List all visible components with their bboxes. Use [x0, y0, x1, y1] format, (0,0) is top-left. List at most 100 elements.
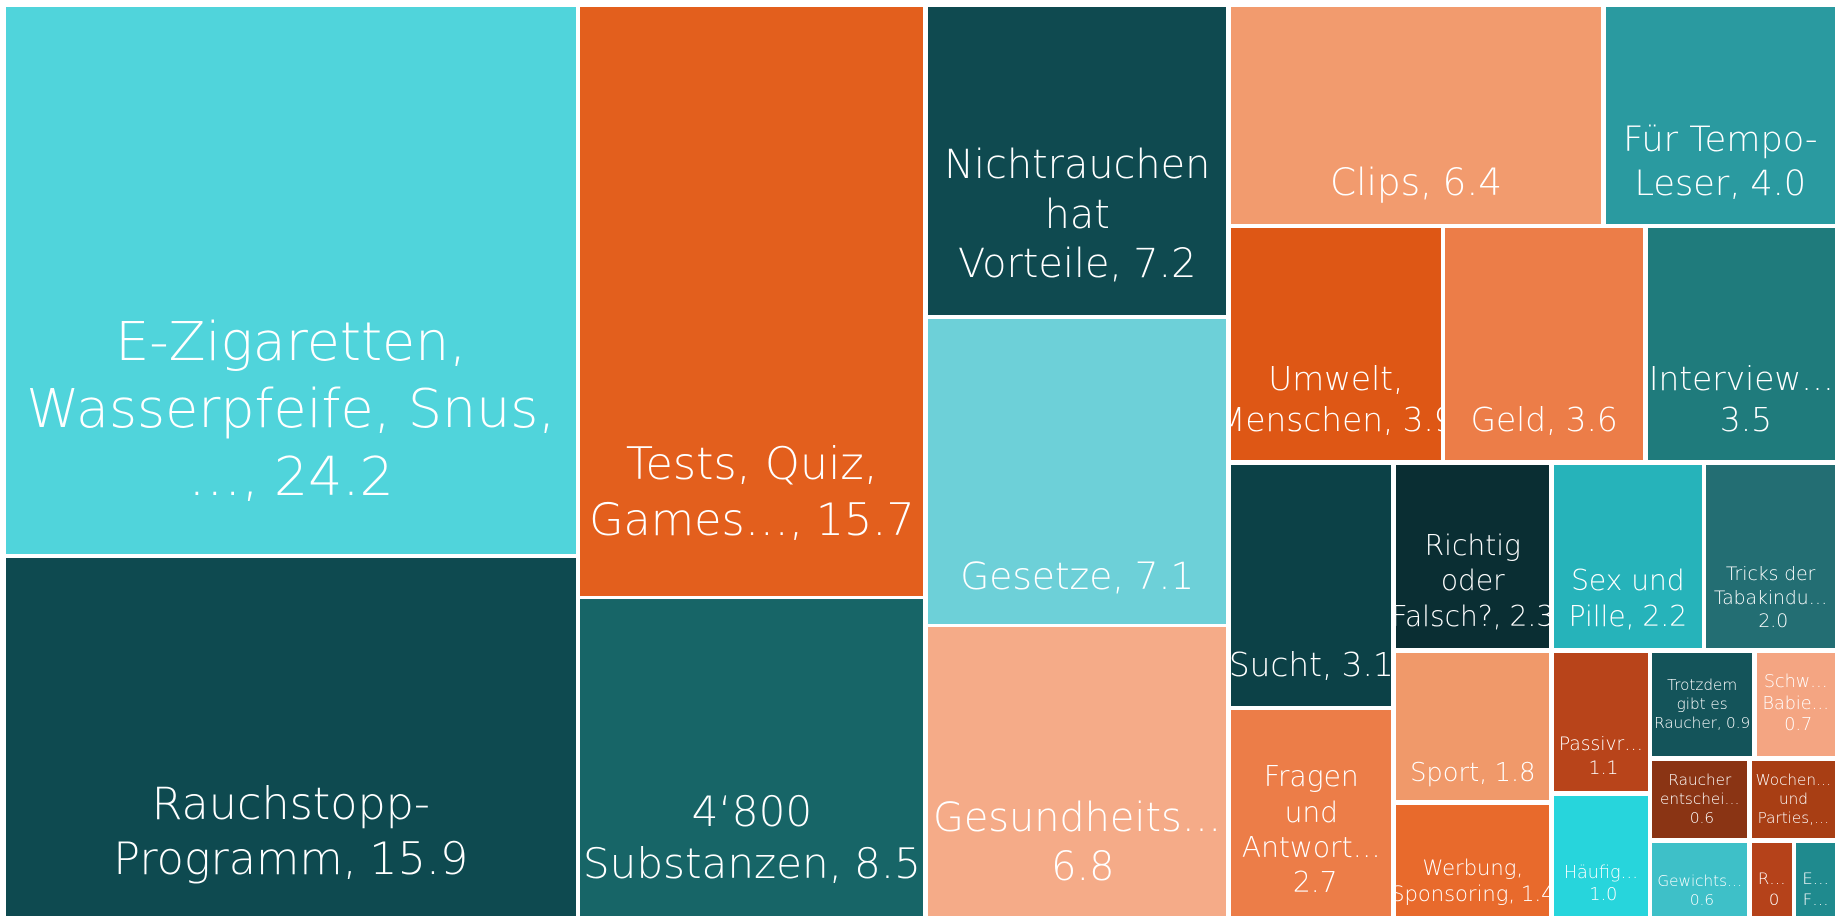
cell-label: 4‘800 Substanzen, 8.5	[580, 599, 923, 916]
category-name: Für Tempo-Leser,	[1623, 119, 1818, 205]
treemap-cell	[1706, 464, 1835, 649]
label-text: Geld, 3.6	[1471, 400, 1618, 441]
category-name: Trotzdem gibt es Raucher,	[1654, 675, 1738, 733]
cell-label: Häufig…1.0	[1554, 796, 1648, 916]
category-name: Nichtrauchen hat Vorteile,	[944, 141, 1211, 288]
value-label: 24.2	[273, 444, 394, 508]
value-label: 15.9	[369, 834, 469, 886]
value-label: 2.7	[1292, 865, 1338, 899]
treemap-cell	[1554, 653, 1648, 792]
value-label: 8.5	[853, 839, 921, 889]
treemap-cell	[1231, 710, 1392, 916]
treemap-cell	[1652, 842, 1748, 916]
category-name: Gewichts…	[1657, 872, 1743, 891]
treemap-cell	[1751, 760, 1835, 838]
treemap-cell	[1231, 7, 1601, 224]
label-text: 4‘800 Substanzen, 8.5	[583, 786, 921, 891]
value-label: 4.0	[1750, 163, 1807, 205]
treemap-cell	[1554, 464, 1702, 649]
category-name: Richtig oder Falsch?,	[1396, 529, 1521, 633]
category-name: Raucher entschei…	[1659, 770, 1740, 808]
category-name: Passivr…	[1558, 734, 1643, 756]
label-text: Tests, Quiz, Games…, 15.7	[584, 437, 919, 548]
label-text: Rauchstopp-Programm, 15.9	[10, 777, 572, 888]
label-text: Sex und Pille, 2.2	[1558, 563, 1697, 633]
value-label: 0.6	[1689, 891, 1715, 910]
category-name: Tests, Quiz, Games…,	[589, 439, 878, 546]
cell-label: Sex und Pille, 2.2	[1554, 465, 1701, 649]
value-label: 6.8	[1051, 844, 1115, 891]
cell-label: Gewichts…0.6	[1652, 843, 1747, 916]
treemap-cell	[1554, 795, 1648, 916]
treemap-cell	[1796, 842, 1835, 916]
cell-label: Rauchstopp-Programm, 15.9	[6, 558, 576, 916]
cell-label: Fragen und Antwort…2.7	[1231, 710, 1391, 916]
value-label: 0	[1768, 889, 1780, 909]
treemap-cell	[928, 319, 1227, 624]
treemap-cell	[5, 7, 576, 554]
value-label: 7.2	[1133, 241, 1197, 288]
label-text: Gewichts…0.6	[1656, 872, 1743, 910]
label-text: Umwelt, Menschen,3.9	[1231, 359, 1440, 441]
cell-label: Wochen… und Parties,…	[1752, 761, 1835, 838]
category-name: Gesetze,	[960, 553, 1125, 598]
category-name: Sport,	[1410, 757, 1488, 788]
cell-label: Richtig oder Falsch?, 2.3	[1396, 465, 1549, 649]
cell-label: Schw… Babie…0.7	[1757, 653, 1835, 756]
value-label: 3.9	[1402, 401, 1441, 440]
label-text: Werbung, Sponsoring, 1.4	[1396, 855, 1549, 908]
label-text: Trotzdem gibt es Raucher, 0.9	[1654, 676, 1750, 733]
category-name: Umwelt, Menschen,	[1231, 360, 1404, 440]
label-text: Gesetze, 7.1	[960, 553, 1194, 600]
label-text: Passivr…1.1	[1558, 733, 1644, 780]
label-text: Raucher entschei…0.6	[1656, 771, 1743, 828]
label-text: Für Tempo-Leser, 4.0	[1610, 118, 1831, 206]
value-label: 3.5	[1719, 401, 1772, 440]
label-text: Fragen und Antwort…2.7	[1235, 759, 1387, 899]
cell-label: E-Zigaretten, Wasserpfeife, Snus, …, 24.2	[6, 7, 576, 554]
cell-label: Clips, 6.4	[1231, 7, 1601, 224]
cell-label: Tricks der Tabakindu…2.0	[1706, 465, 1835, 649]
treemap-cell	[928, 7, 1227, 315]
cell-label: E… F…	[1796, 843, 1835, 916]
cell-label: Gesetze, 7.1	[928, 319, 1226, 623]
treemap-cell	[1647, 228, 1835, 460]
label-text: Interview…3.5	[1649, 359, 1834, 441]
label-text: Nichtrauchen hat Vorteile, 7.2	[932, 141, 1222, 290]
category-name: E… F…	[1802, 869, 1830, 909]
cell-label: R…0	[1752, 843, 1792, 916]
label-text: Häufig…1.0	[1558, 863, 1644, 907]
cell-label: Gesundheits…6.8	[928, 627, 1226, 916]
cell-label: Tests, Quiz, Games…, 15.7	[580, 7, 923, 596]
treemap-cell	[580, 599, 924, 916]
treemap-cell	[928, 627, 1227, 916]
category-name: Interview…	[1648, 360, 1834, 399]
treemap-cell	[580, 7, 924, 596]
category-name: Clips,	[1329, 160, 1433, 205]
treemap-cell	[1396, 653, 1550, 801]
value-label: 0.7	[1784, 715, 1813, 736]
label-text: E… F…	[1800, 869, 1831, 910]
category-name: Gesundheits…	[933, 794, 1222, 841]
treemap-cell	[1756, 653, 1835, 756]
cell-label: Nichtrauchen hat Vorteile, 7.2	[928, 7, 1226, 315]
category-name: 4‘800 Substanzen,	[582, 786, 843, 889]
cell-label: Werbung, Sponsoring, 1.4	[1396, 805, 1549, 916]
cell-label: Geld, 3.6	[1445, 228, 1643, 460]
cell-label: Interview…3.5	[1648, 228, 1835, 460]
treemap-cell	[1396, 464, 1550, 649]
treemap-cell	[1751, 842, 1792, 916]
label-text: Tricks der Tabakindu…2.0	[1710, 563, 1831, 633]
value-label: 1.8	[1494, 757, 1536, 788]
value-label: 7.1	[1134, 553, 1195, 598]
cell-label: Trotzdem gibt es Raucher, 0.9	[1652, 653, 1751, 756]
label-text: Sport, 1.8	[1410, 757, 1535, 789]
value-label: 2.3	[1509, 599, 1550, 633]
value-label: 0.9	[1726, 714, 1751, 733]
category-name: Häufig…	[1563, 862, 1639, 883]
treemap-cell	[5, 558, 576, 916]
cell-label: Passivr…1.1	[1554, 653, 1648, 791]
category-name: R…	[1757, 869, 1786, 889]
label-text: Wochen… und Parties,…	[1756, 771, 1832, 828]
value-label: 6.4	[1442, 160, 1503, 205]
